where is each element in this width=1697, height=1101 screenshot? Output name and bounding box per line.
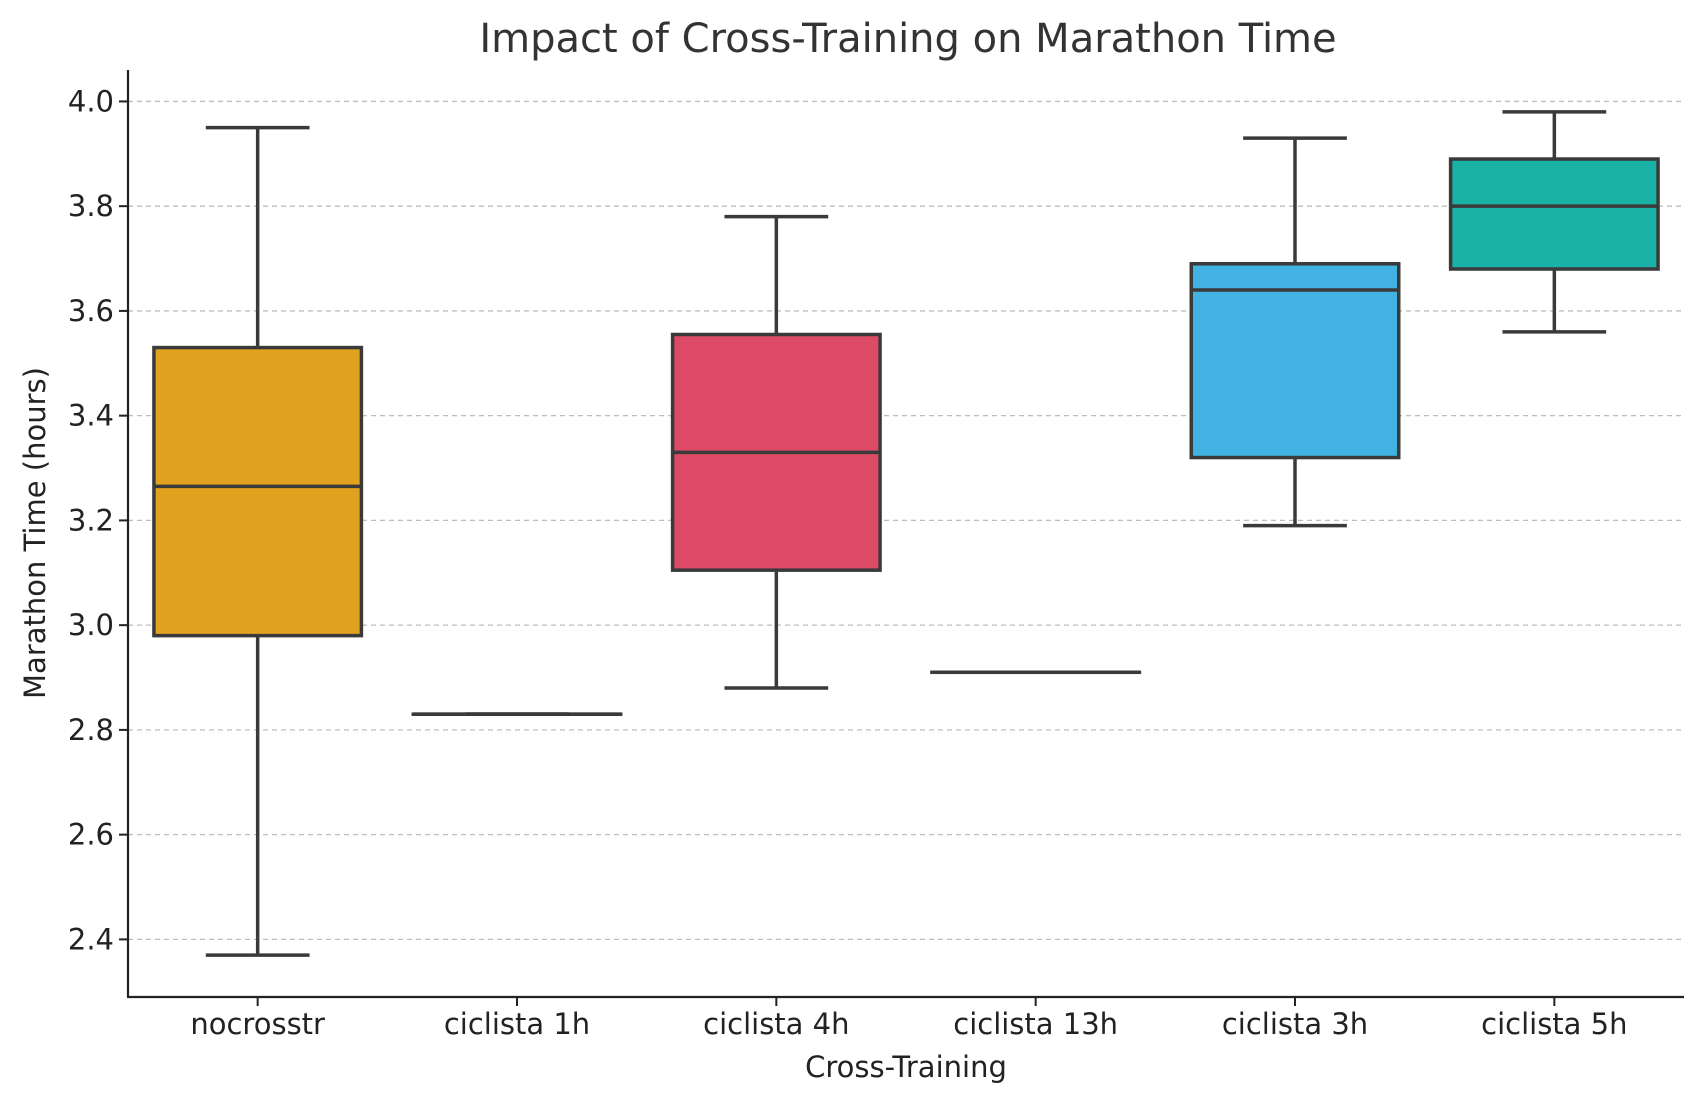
y-axis-label: Marathon Time (hours) (18, 367, 52, 699)
x-tick-label: ciclista 3h (1222, 1007, 1368, 1041)
boxes (152, 110, 1660, 957)
x-axis-label: Cross-Training (805, 1050, 1007, 1084)
y-ticks: 2.4 2.6 2.8 3.0 3.2 3.4 3.6 3.8 4.0 (68, 84, 128, 956)
x-tick-label: nocrosstr (190, 1007, 325, 1041)
box-group (670, 214, 882, 690)
x-tick-label: ciclista 4h (703, 1007, 849, 1041)
y-tick-label: 2.4 (68, 922, 114, 956)
y-tick-label: 3.8 (68, 189, 114, 223)
y-tick-label: 3.6 (68, 294, 114, 328)
box-group (1448, 110, 1660, 334)
x-ticks: nocrosstr ciclista 1h ciclista 4h ciclista … (190, 997, 1628, 1041)
box-group (152, 125, 364, 957)
y-tick-label: 4.0 (68, 84, 114, 118)
iqr-box (152, 345, 364, 638)
iqr-box (1448, 157, 1660, 271)
x-tick-label: ciclista 13h (953, 1007, 1118, 1041)
y-tick-label: 2.8 (68, 713, 114, 747)
x-tick-label: ciclista 5h (1481, 1007, 1627, 1041)
grid-lines (128, 100, 1684, 941)
x-tick-label: ciclista 1h (444, 1007, 590, 1041)
y-tick-label: 2.6 (68, 818, 114, 852)
y-tick-label: 3.4 (68, 399, 114, 433)
chart-title: Impact of Cross-Training on Marathon Tim… (479, 16, 1336, 62)
y-tick-label: 3.2 (68, 503, 114, 537)
iqr-box (1189, 262, 1401, 460)
y-tick-label: 3.0 (68, 608, 114, 642)
box-group (1189, 136, 1401, 528)
